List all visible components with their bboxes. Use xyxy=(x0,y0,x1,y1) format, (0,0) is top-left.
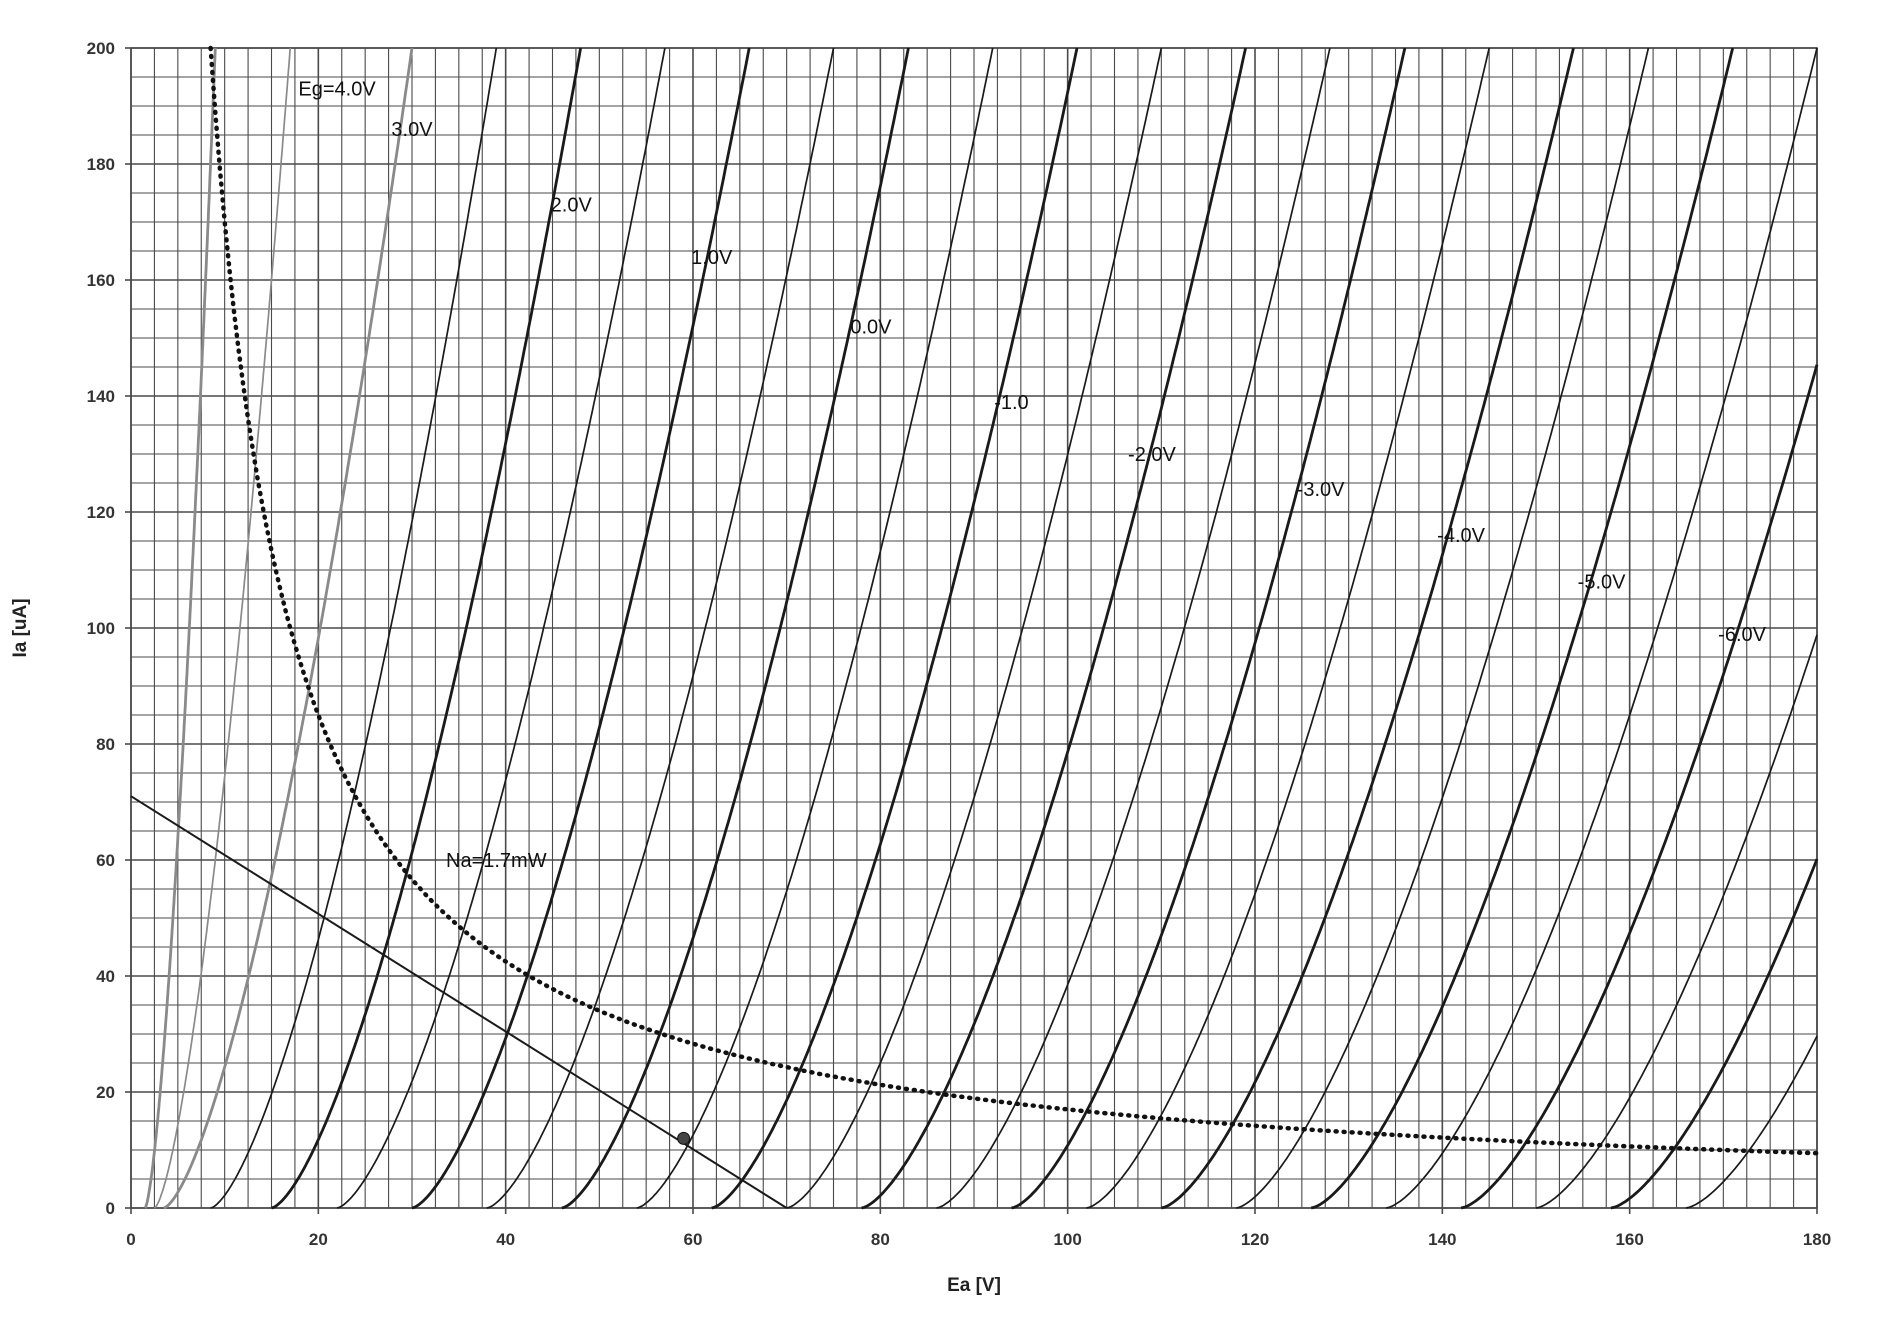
plate-curve-eg--7_5 xyxy=(1685,1035,1818,1209)
curve-label-text: 2.0V xyxy=(551,195,593,217)
plate-curve-eg-0 xyxy=(561,47,910,1210)
y-tick-label: 60 xyxy=(96,851,115,870)
plate-curve-eg--3_5 xyxy=(1086,47,1491,1209)
curve-label-text: Eg=4.0V xyxy=(298,79,376,101)
plate-curves xyxy=(143,47,1819,1210)
plate-curve-eg-3_5 xyxy=(153,47,292,1209)
x-axis-title: Ea [V] xyxy=(947,1275,1001,1296)
plate-curve-eg--4 xyxy=(1160,47,1575,1210)
curve-label-text: -5.0V xyxy=(1578,572,1626,594)
x-tick-label: 180 xyxy=(1803,1230,1831,1249)
plate-curve-eg--1_5 xyxy=(786,47,1163,1209)
plate-curve-eg--6_5 xyxy=(1535,634,1818,1209)
plate-curve-eg--3 xyxy=(1011,47,1407,1210)
curve-label-text: -6.0V xyxy=(1718,624,1766,646)
plate-curve-eg--7 xyxy=(1610,858,1819,1210)
plate-curve-eg--5_5 xyxy=(1385,47,1818,1209)
curve-label-text: 0.0V xyxy=(850,316,892,338)
curve-label-text: -2.0V xyxy=(1128,444,1176,466)
plate-curve-eg-1 xyxy=(411,47,751,1210)
y-axis-ticks: 0 20 40 60 80 100 120 140 160 180 200 xyxy=(87,39,131,1218)
x-tick-label: 160 xyxy=(1615,1230,1643,1249)
y-tick-label: 140 xyxy=(87,387,115,406)
plate-curve-eg-2_5 xyxy=(210,47,498,1209)
plate-curve-eg--6 xyxy=(1460,364,1819,1210)
y-tick-label: 100 xyxy=(87,619,115,638)
plate-curve-eg-2 xyxy=(271,47,582,1210)
plate-curve-eg-3 xyxy=(163,47,414,1210)
y-tick-label: 120 xyxy=(87,503,115,522)
x-tick-label: 100 xyxy=(1053,1230,1081,1249)
plate-curve-eg--2_5 xyxy=(936,47,1331,1209)
x-axis-ticks: 0 20 40 60 80 100 120 140 160 180 xyxy=(126,1208,1831,1249)
y-tick-label: 20 xyxy=(96,1083,115,1102)
y-tick-label: 200 xyxy=(87,39,115,58)
x-tick-label: 140 xyxy=(1428,1230,1456,1249)
x-tick-label: 0 xyxy=(126,1230,135,1249)
dissipation-curve: Na=1.7mW xyxy=(208,45,1820,1156)
y-axis-title: Ia [uA] xyxy=(10,598,31,657)
y-tick-label: 40 xyxy=(96,967,115,986)
x-tick-label: 60 xyxy=(684,1230,703,1249)
plate-curve-eg-0_5 xyxy=(486,47,835,1209)
plate-curve-eg--1 xyxy=(711,47,1079,1210)
y-tick-label: 0 xyxy=(106,1199,115,1218)
x-tick-label: 80 xyxy=(871,1230,890,1249)
x-tick-label: 40 xyxy=(496,1230,515,1249)
dissipation-hyperbola xyxy=(208,45,1820,1156)
curve-label-text: -1.0 xyxy=(994,392,1028,414)
y-tick-label: 80 xyxy=(96,735,115,754)
plate-curve-eg--4_5 xyxy=(1236,47,1650,1209)
plate-curve-eg--0_5 xyxy=(636,47,994,1209)
x-tick-label: 20 xyxy=(309,1230,328,1249)
x-tick-label: 120 xyxy=(1241,1230,1269,1249)
plate-curve-eg--2 xyxy=(861,47,1247,1210)
dissipation-label: Na=1.7mW xyxy=(446,850,547,872)
curve-label-text: 1.0V xyxy=(691,247,733,269)
plate-curve-eg-4 xyxy=(143,47,217,1209)
curve-label-text: 3.0V xyxy=(391,119,433,141)
y-tick-label: 180 xyxy=(87,155,115,174)
plate-curve-eg-1_5 xyxy=(336,47,666,1209)
plate-curve-eg--5 xyxy=(1310,47,1735,1210)
y-tick-label: 160 xyxy=(87,271,115,290)
load-line xyxy=(130,795,788,1209)
operating-point xyxy=(677,1131,691,1145)
curve-label-text: -3.0V xyxy=(1297,479,1345,501)
curve-label-text: -4.0V xyxy=(1437,525,1485,547)
curve-labels: Eg=4.0V 3.0V 2.0V 1.0V 0.0V -1.0 -2.0V -3.0V -4.… xyxy=(298,79,1766,646)
